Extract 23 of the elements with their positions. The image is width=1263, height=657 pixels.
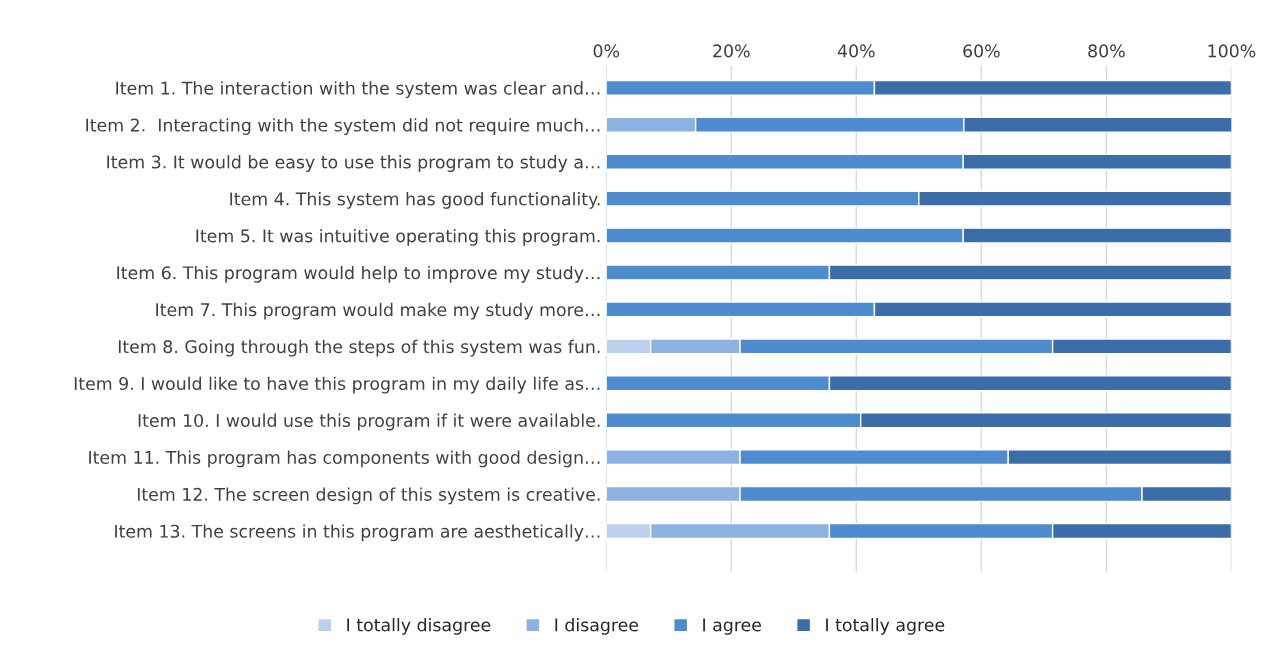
y-tick-label: Item 11. This program has components with good design… — [89, 450, 600, 468]
y-tick-label: Item 13. The screens in this program are aesthetically… — [115, 524, 600, 542]
y-tick-label: Item 1. The interaction with the system was clear and… — [116, 81, 600, 99]
y-tick-label: Item 8. Going through the steps of this system was fun. — [118, 339, 600, 357]
y-tick-label: Item 9. I would like to have this program in my daily life as… — [74, 376, 600, 394]
x-tick-label: 80% — [1088, 44, 1125, 58]
legend-label: I totally agree — [826, 618, 945, 635]
y-tick-label: Item 4. This system has good functionality. — [230, 192, 600, 209]
y-tick-label: Item 3. It would be easy to use this program to study a… — [107, 155, 600, 172]
y-tick-label: Item 10. I would use this program if it were available. — [138, 413, 600, 431]
y-tick-label: Item 5. It was intuitive operating this program. — [196, 228, 600, 246]
y-tick-label: Item 7. This program would make my study more… — [156, 302, 600, 320]
y-tick-label: Item 12. The screen design of this system is creative. — [137, 487, 600, 505]
legend-label: I totally disagree — [347, 618, 491, 635]
x-tick-label: 60% — [963, 44, 1000, 58]
x-tick-label: 0% — [593, 44, 620, 58]
x-tick-label: 20% — [713, 44, 750, 58]
x-tick-label: 100% — [1208, 44, 1256, 58]
legend-label: I disagree — [555, 618, 639, 635]
legend-label: I agree — [703, 618, 762, 635]
y-tick-label: Item 6. This program would help to improve my study… — [117, 265, 600, 283]
x-tick-label: 40% — [837, 44, 875, 58]
y-tick-label: Item 2. Interacting with the system did not require much… — [86, 118, 600, 135]
